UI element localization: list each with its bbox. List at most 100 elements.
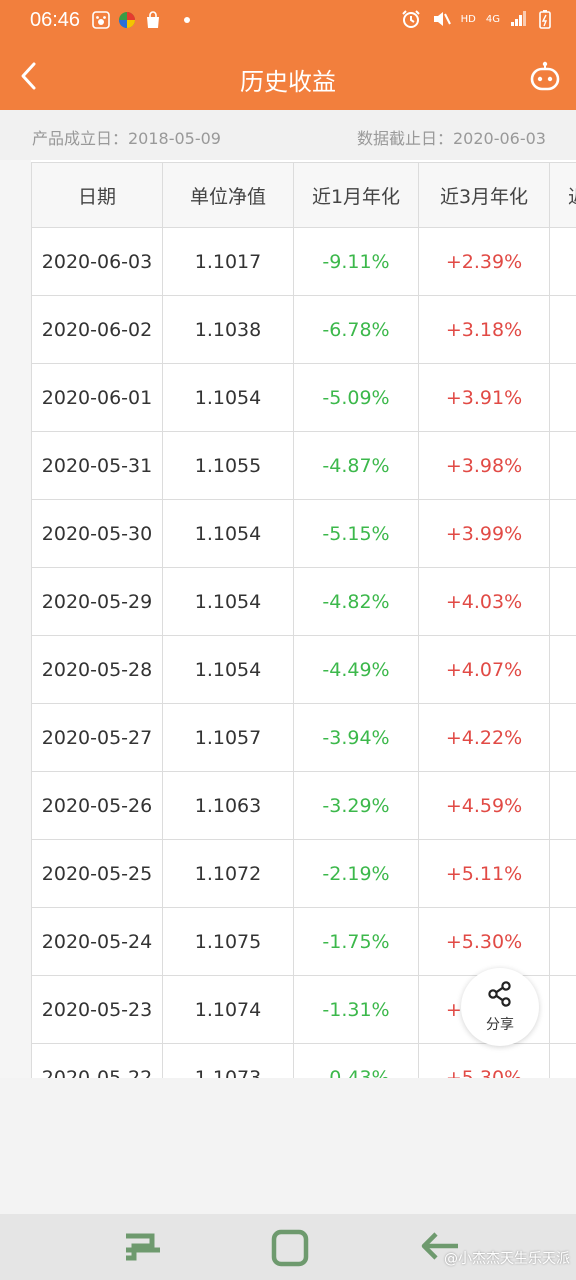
cell-3m: +2.39% [418, 227, 550, 296]
cell-1m: -5.15% [293, 499, 419, 568]
cell-nav: 1.1054 [162, 499, 294, 568]
history-table-container[interactable]: 日期 单位净值 近1月年化 近3月年化 近 2020-06-031.1017-9… [0, 160, 576, 1078]
cell-3m: +3.18% [418, 295, 550, 364]
robot-icon[interactable] [528, 60, 562, 92]
cell-date: 2020-05-26 [31, 771, 163, 840]
cell-date: 2020-05-25 [31, 839, 163, 908]
paw-app-icon [92, 11, 110, 29]
status-time: 06:46 [30, 9, 81, 31]
shopping-bag-icon [144, 11, 162, 29]
cell-1m: -6.78% [293, 295, 419, 364]
table-row: 2020-05-27 1.1057 -3.94% +4.22% [31, 703, 576, 772]
cell-more [549, 567, 576, 636]
cell-1m: -2.19% [293, 839, 419, 908]
cell-1m: -4.82% [293, 567, 419, 636]
cell-nav: 1.1055 [162, 431, 294, 500]
page-title: 历史收益 [240, 68, 336, 96]
table-row: 2020-05-28 1.1054 -4.49% +4.07% [31, 635, 576, 704]
cell-date: 2020-05-29 [31, 567, 163, 636]
cell-1m: -4.87% [293, 431, 419, 500]
cell-date: 2020-06-03 [31, 227, 163, 296]
cell-3m: +4.07% [418, 635, 550, 704]
status-app-icons [92, 11, 190, 29]
history-table: 日期 单位净值 近1月年化 近3月年化 近 2020-06-031.1017-9… [31, 162, 576, 1078]
cell-1m: -1.31% [293, 975, 419, 1044]
back-arrow-icon[interactable] [14, 58, 44, 94]
cell-more [549, 975, 576, 1044]
cell-more [549, 295, 576, 364]
bottom-filler [0, 1078, 576, 1214]
cell-more [549, 907, 576, 976]
cell-3m: +3.99% [418, 499, 550, 568]
table-row: 2020-05-25 1.1072 -2.19% +5.11% [31, 839, 576, 908]
column-header-3m: 近3月年化 [418, 162, 550, 228]
cell-3m: +4.22% [418, 703, 550, 772]
share-icon [488, 981, 511, 1007]
column-header-date: 日期 [31, 162, 163, 228]
cell-3m: +3.98% [418, 431, 550, 500]
cell-date: 2020-05-28 [31, 635, 163, 704]
table-row: 2020-05-29 1.1054 -4.82% +4.03% [31, 567, 576, 636]
cell-date: 2020-05-30 [31, 499, 163, 568]
cell-3m: +4.03% [418, 567, 550, 636]
info-bar: 产品成立日：2018-05-09 数据截止日：2020-06-03 [0, 110, 576, 160]
signal-icon [510, 9, 528, 29]
cell-date: 2020-06-02 [31, 295, 163, 364]
color-app-icon [118, 11, 136, 29]
cell-more [549, 1043, 576, 1078]
cell-more [549, 499, 576, 568]
recent-apps-icon[interactable] [122, 1228, 164, 1270]
cell-nav: 1.1054 [162, 635, 294, 704]
cell-3m: +4.59% [418, 771, 550, 840]
established-date: 产品成立日：2018-05-09 [32, 129, 221, 148]
share-button[interactable]: 分享 [461, 968, 539, 1046]
cell-3m: +3.91% [418, 363, 550, 432]
cell-more [549, 635, 576, 704]
cell-nav: 1.1063 [162, 771, 294, 840]
notification-dot [184, 17, 190, 23]
cell-nav: 1.1074 [162, 975, 294, 1044]
cell-more [549, 363, 576, 432]
cell-more [549, 771, 576, 840]
table-row: 2020-06-02 1.1038 -6.78% +3.18% [31, 295, 576, 364]
cell-3m: +5.30% [418, 1043, 550, 1078]
table-row: 2020-05-31 1.1055 -4.87% +3.98% [31, 431, 576, 500]
cell-1m: -9.11% [293, 227, 419, 296]
cell-date: 2020-05-27 [31, 703, 163, 772]
table-header-row: 日期 单位净值 近1月年化 近3月年化 近 [31, 162, 576, 228]
alarm-icon [401, 9, 421, 29]
status-bar: 06:46 HD 4G [0, 0, 576, 42]
share-label: 分享 [486, 1017, 514, 1033]
table-row: 2020-06-03 1.1017 -9.11% +2.39% [31, 227, 576, 296]
cell-3m: +5.11% [418, 839, 550, 908]
cell-nav: 1.1075 [162, 907, 294, 976]
left-gutter [0, 160, 31, 1078]
cell-date: 2020-06-01 [31, 363, 163, 432]
network-gen-label: 4G [485, 13, 500, 25]
cell-nav: 1.1072 [162, 839, 294, 908]
back-nav-icon[interactable] [418, 1228, 462, 1268]
cell-1m: -3.29% [293, 771, 419, 840]
column-header-nav: 单位净值 [162, 162, 294, 228]
cell-nav: 1.1073 [162, 1043, 294, 1078]
cell-1m: -3.94% [293, 703, 419, 772]
cell-3m: +5.30% [418, 907, 550, 976]
column-header-1m: 近1月年化 [293, 162, 419, 228]
table-row: 2020-05-22 1.1073 -0.43% +5.30% [31, 1043, 576, 1078]
cell-date: 2020-05-31 [31, 431, 163, 500]
hd-label: HD [460, 13, 476, 25]
cell-nav: 1.1017 [162, 227, 294, 296]
status-system-icons: HD 4G [401, 9, 552, 29]
table-row: 2020-06-01 1.1054 -5.09% +3.91% [31, 363, 576, 432]
cell-more [549, 703, 576, 772]
cell-nav: 1.1054 [162, 363, 294, 432]
cell-nav: 1.1038 [162, 295, 294, 364]
cell-date: 2020-05-22 [31, 1043, 163, 1078]
cell-more [549, 839, 576, 908]
cell-1m: -1.75% [293, 907, 419, 976]
cell-date: 2020-05-23 [31, 975, 163, 1044]
cell-more [549, 227, 576, 296]
battery-icon [538, 9, 552, 29]
home-icon[interactable] [270, 1228, 310, 1272]
title-bar: 历史收益 [0, 42, 576, 110]
